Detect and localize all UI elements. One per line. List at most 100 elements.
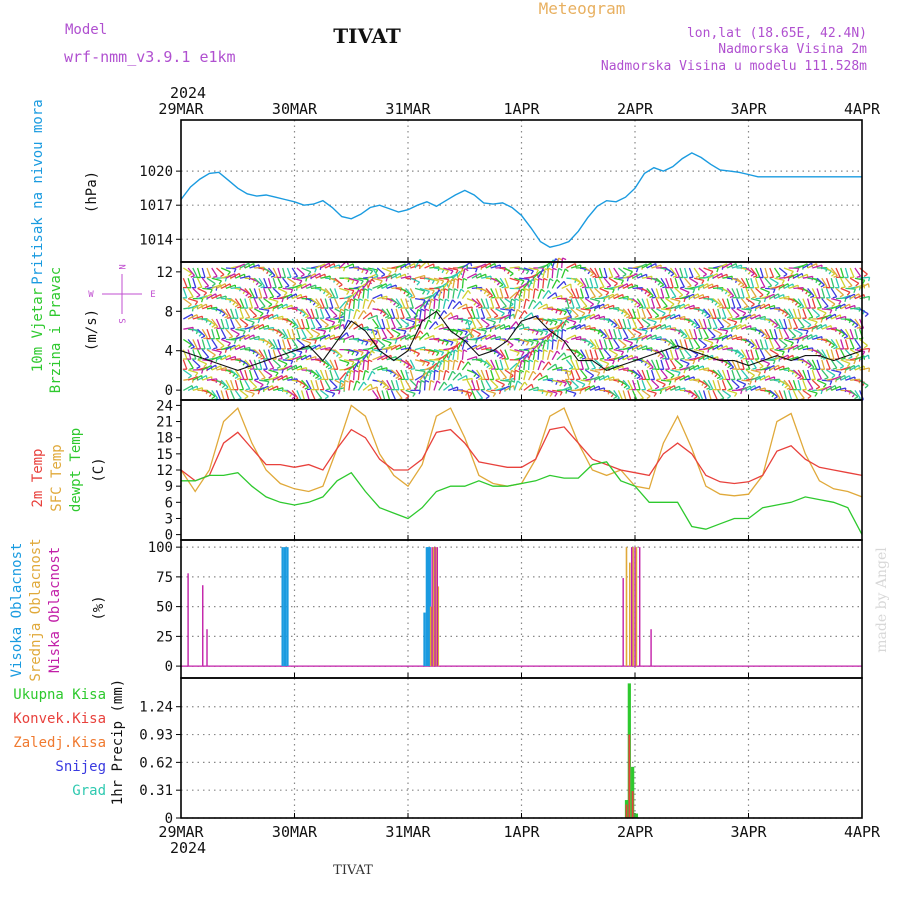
wind-barb-feather [475, 375, 480, 380]
wind-barb-feather [374, 331, 379, 336]
temp-tick-label: 9 [165, 479, 173, 495]
wind-barb-feather [831, 303, 836, 308]
wind-barb [646, 379, 653, 390]
wind-barb-feather [559, 391, 563, 396]
wind-barb [471, 344, 481, 351]
wind-barb [367, 370, 373, 381]
wind-barb-feather [302, 313, 307, 317]
wind-barb [358, 338, 369, 343]
wind-barb [442, 280, 451, 289]
wind-barb [381, 390, 386, 401]
wind-barb-feather [292, 283, 297, 287]
wind-barb [760, 287, 770, 293]
wind-barb-feather [693, 324, 698, 328]
year-label-top: 2024 [170, 84, 206, 102]
wind-barb [579, 288, 584, 299]
wind-barb [769, 293, 779, 300]
wind-barb-feather [439, 298, 444, 302]
wind-barb [518, 282, 528, 289]
wind-barb [717, 328, 728, 332]
low-cloud-bar [630, 547, 633, 667]
wind-barb [414, 346, 425, 351]
wind-barb [182, 298, 192, 306]
wind-barb [769, 364, 779, 371]
wind-barb [750, 375, 761, 381]
wind-barb [684, 267, 689, 278]
wind-barb [291, 339, 299, 349]
wind-barb-feather [740, 355, 745, 359]
wind-barb-feather [581, 286, 587, 289]
wind-barb [244, 325, 255, 330]
wind-barb-feather [612, 288, 615, 294]
wind-barb [703, 379, 711, 389]
wind-barb [825, 277, 831, 288]
wind-barb-feather [839, 294, 844, 298]
wind-barb [726, 308, 733, 318]
wind-barb [395, 263, 406, 269]
wind-barb-feather [687, 285, 692, 288]
wind-barb-feather [784, 384, 789, 389]
wind-barb [551, 329, 557, 340]
wind-barb-feather [846, 291, 851, 296]
wind-barb [840, 375, 850, 381]
wind-barb [320, 346, 331, 351]
wind-barb [225, 318, 230, 329]
wind-barb [414, 319, 417, 330]
wind-barb [202, 376, 212, 381]
wind-barb [622, 328, 629, 339]
wind-barb [395, 318, 403, 328]
wind-barb-feather [188, 344, 193, 348]
wind-barb [183, 313, 193, 320]
wind-barb [334, 359, 339, 370]
wind-barb [660, 359, 665, 370]
wind-barb [272, 267, 279, 278]
wind-barb-feather [302, 337, 307, 340]
wind-barb [816, 277, 825, 286]
wind-barb [527, 350, 533, 361]
wind-barb [258, 324, 269, 330]
wind-barb [698, 308, 708, 315]
wind-barb-feather [589, 344, 594, 349]
wind-barb-feather [564, 339, 569, 344]
wind-barb [750, 385, 761, 391]
wind-barb [769, 267, 775, 278]
wind-barb-feather [638, 306, 644, 309]
wind-barb [254, 379, 264, 386]
wind-barb [400, 334, 410, 340]
wind-barb-feather [412, 321, 416, 326]
wind-barb-feather [450, 383, 454, 389]
wind-barb [258, 277, 266, 287]
wind-barb-feather [525, 270, 530, 275]
wind-barb [423, 299, 430, 310]
wind-barb [674, 339, 680, 349]
wind-barb [514, 348, 525, 353]
wind-barb [811, 359, 818, 370]
wind-barb [792, 390, 799, 400]
wind-barb-feather [832, 296, 837, 299]
wind-barb [485, 308, 492, 318]
wind-barb-feather [613, 396, 618, 400]
wind-barb-feather [529, 288, 534, 291]
wind-barb [675, 387, 686, 392]
wind-barb [717, 345, 728, 351]
wind-barb-feather [220, 345, 225, 349]
wind-barb-feather [709, 342, 714, 347]
wind-barb [348, 308, 351, 320]
wind-barb-feather [499, 284, 504, 288]
wind-barb [731, 264, 742, 269]
wind-barb [495, 379, 505, 386]
wind-barb [807, 263, 817, 269]
wind-barb [480, 308, 486, 319]
wind-barb-feather [692, 288, 696, 294]
wind-barb [613, 293, 624, 300]
wind-barb [490, 369, 495, 380]
wind-barb [196, 277, 203, 288]
wind-barb [424, 334, 435, 340]
precip-legend-2: Zaledj.Kisa [13, 735, 106, 751]
wind-barb [731, 288, 737, 298]
wind-barb-feather [623, 384, 628, 389]
wind-barb-feather [478, 326, 483, 329]
wind-barb [447, 350, 453, 361]
wind-barb [282, 339, 287, 350]
wind-barb-feather [800, 326, 805, 329]
